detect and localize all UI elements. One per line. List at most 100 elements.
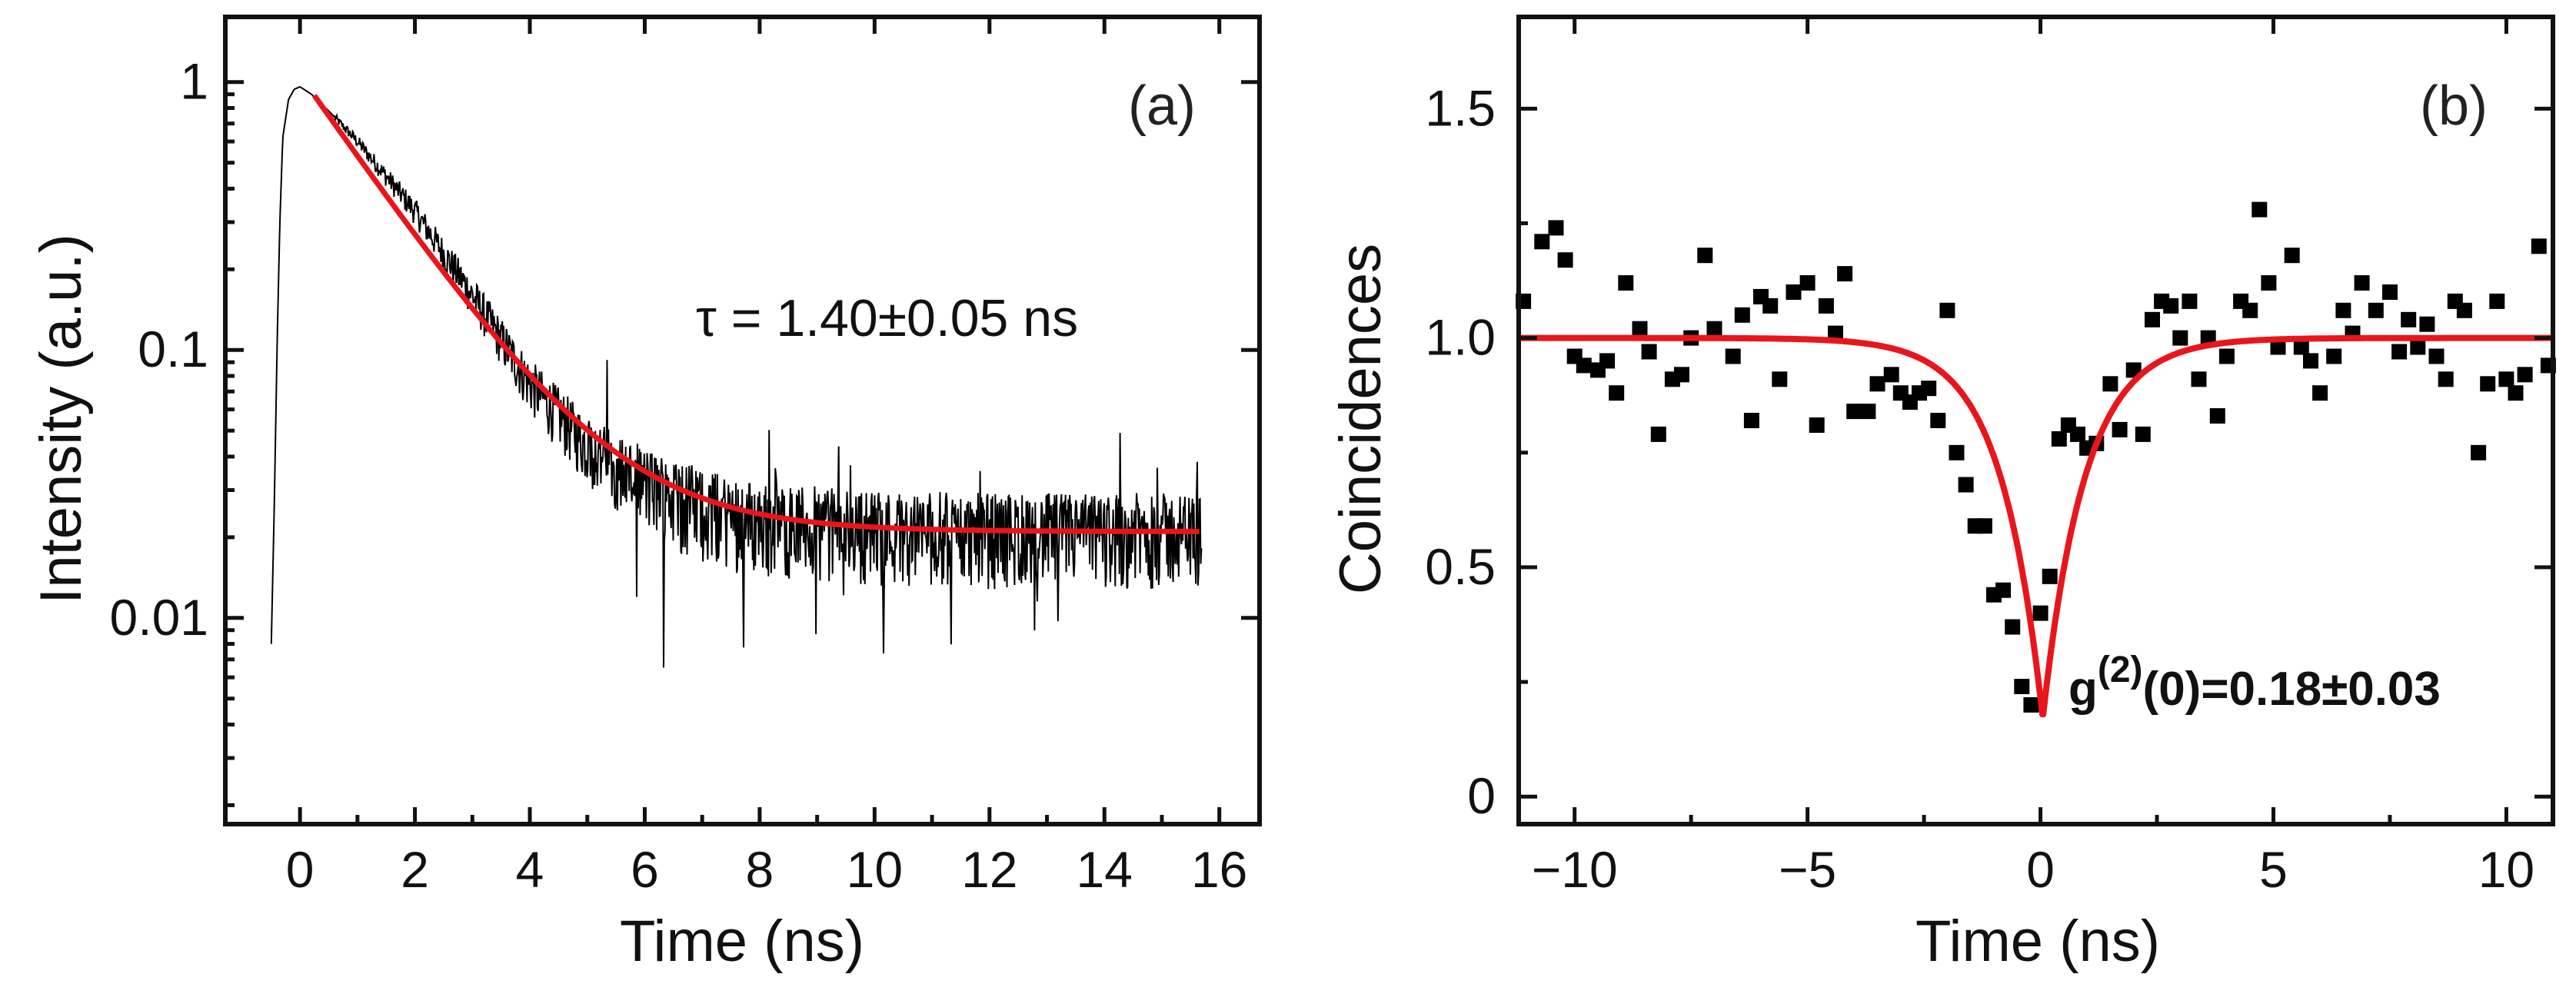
panel-b-data-point xyxy=(1976,518,1992,534)
panel-b-data-point xyxy=(2471,444,2487,460)
panel-b-data-point xyxy=(1599,353,1616,369)
panel-b-axes: −10 −5 0 5 10 0 0.5 1.0 1.5 xyxy=(1425,17,2553,898)
panel-b-data-point xyxy=(1995,582,2012,598)
panel-b-ytick-label: 1.0 xyxy=(1425,309,1496,366)
panel-b-data-point xyxy=(2382,284,2398,300)
panel-b-data-point xyxy=(1697,248,1713,264)
panel-b-data-point xyxy=(1958,477,1974,493)
panel-b-data-point xyxy=(1883,367,1899,383)
panel-b-data-point xyxy=(2428,348,2445,364)
panel-b-data-point xyxy=(2163,298,2179,314)
panel-b-data-point xyxy=(2005,619,2021,635)
g2-annotation: g(2)(0)=0.18±0.03 xyxy=(2068,650,2441,716)
panel-b-data-point xyxy=(1939,302,1955,318)
panel-b-data-point xyxy=(2354,275,2370,291)
panel-b-data-point xyxy=(1930,413,1946,428)
panel-b-data-point xyxy=(1743,413,1759,428)
panel-b-data-point xyxy=(2252,201,2268,218)
panel-a-xtick-label: 6 xyxy=(631,841,659,898)
panel-b-label: (b) xyxy=(2420,75,2488,137)
panel-b-frame xyxy=(1516,15,2555,826)
panel-b-data-point xyxy=(2032,605,2048,621)
panel-b-data-point xyxy=(1609,385,1625,401)
panel-b-ytick-label: 0.5 xyxy=(1425,538,1496,595)
panel-b-data-point xyxy=(1949,444,1965,460)
tau-annotation: τ = 1.40±0.05 ns xyxy=(696,289,1078,347)
panel-b-data-point xyxy=(1846,404,1862,420)
panel-b-data-point xyxy=(1860,404,1876,420)
panel-a-ytick-label: 0.1 xyxy=(138,321,208,377)
panel-b-xtick-label: −10 xyxy=(1532,841,1618,898)
panel-b-data-point xyxy=(2498,371,2514,387)
panel-a-label: (a) xyxy=(1128,75,1196,137)
panel-b-data-point xyxy=(2312,385,2328,401)
panel-a-frame xyxy=(223,15,1262,826)
panel-a-ytick-label: 1 xyxy=(180,53,208,110)
panel-b-data-point xyxy=(1799,275,1816,291)
panel-b-data-point xyxy=(1674,367,1689,383)
panel-b-data-point xyxy=(2401,311,2417,327)
panel-b-data-point xyxy=(2218,348,2235,364)
panel-b-data-point xyxy=(2102,376,2118,392)
panel-b-data-point xyxy=(2368,302,2384,318)
panel-a-xtick-label: 12 xyxy=(961,841,1017,898)
panel-b-data-point xyxy=(1650,426,1666,442)
panel-b-data xyxy=(1516,201,2556,718)
panel-b-data-point xyxy=(1837,266,1853,282)
panel-b-data-point xyxy=(1632,321,1648,337)
panel-b-data-point xyxy=(1772,371,1788,387)
panel-b-data-point xyxy=(2335,302,2351,318)
panel-b-data-point xyxy=(1786,284,1802,300)
panel-b-data-point xyxy=(1706,321,1722,337)
panel-b-data-point xyxy=(1725,348,1741,364)
panel-b-xtick-label: 10 xyxy=(2478,841,2534,898)
panel-b-data-point xyxy=(2023,696,2039,713)
panel-b-xtick-label: 0 xyxy=(2026,841,2055,898)
panel-b-data-point xyxy=(2242,302,2258,318)
panel-b-data-point xyxy=(2531,238,2547,254)
panel-b-data-point xyxy=(2145,311,2160,327)
panel-b-data-point xyxy=(2391,344,2408,360)
panel-b-data-point xyxy=(2480,376,2496,392)
panel-a-xtick-label: 8 xyxy=(746,841,774,898)
panel-a: 0 2 4 6 8 10 12 14 16 1 0.1 0.01 (a) τ = 1.40±0.05 … xyxy=(28,15,1262,974)
panel-a-xtick-label: 16 xyxy=(1191,841,1247,898)
panel-b-data-point xyxy=(2456,302,2472,318)
panel-b-data-point xyxy=(1576,357,1592,374)
panel-a-axes: 0 2 4 6 8 10 12 14 16 1 0.1 0.01 xyxy=(110,17,1260,898)
panel-b-ylabel: Coincidences xyxy=(1328,244,1393,594)
panel-b-data-point xyxy=(2489,293,2505,309)
panel-b-data-point xyxy=(2438,371,2454,387)
panel-b-data-point xyxy=(2070,426,2085,442)
panel-b-data-point xyxy=(2261,275,2277,291)
panel-b-ytick-label: 0 xyxy=(1467,767,1496,824)
panel-b-data-point xyxy=(2172,330,2188,346)
panel-a-ylabel: Intensity (a.u.) xyxy=(28,234,94,604)
panel-b-data-point xyxy=(1548,220,1564,236)
panel-b-data-point xyxy=(2326,348,2342,364)
panel-a-xtick-label: 2 xyxy=(401,841,429,898)
panel-b-data-point xyxy=(2293,339,2309,355)
panel-b-data-point xyxy=(1762,298,1779,314)
panel-b-data-point xyxy=(1818,298,1834,314)
panel-b-fit-line xyxy=(1516,334,2555,718)
panel-a-measured-trace xyxy=(270,86,1203,668)
panel-b-data-point xyxy=(2508,385,2524,401)
panel-b: −10 −5 0 5 10 0 0.5 1.0 1.5 (b) g(2)(0)=0.18±0.0… xyxy=(1328,15,2556,974)
panel-b-data-point xyxy=(1921,381,1937,397)
panel-a-fit-line xyxy=(311,94,1200,534)
panel-b-data-point xyxy=(2191,371,2207,387)
panel-b-data-point xyxy=(2051,431,2067,447)
panel-b-xtick-label: −5 xyxy=(1779,841,1836,898)
panel-a-xtick-label: 14 xyxy=(1077,841,1133,898)
panel-b-data-point xyxy=(1809,417,1825,433)
panel-b-data-point xyxy=(2284,248,2300,264)
panel-b-data-point xyxy=(1734,307,1750,323)
panel-b-data-point xyxy=(2112,421,2128,437)
panel-b-data-point xyxy=(1869,376,1885,392)
panel-a-xtick-label: 10 xyxy=(847,841,903,898)
panel-b-data-point xyxy=(2419,316,2435,332)
panel-b-data-point xyxy=(1557,252,1573,268)
panel-b-data-point xyxy=(2182,293,2198,309)
